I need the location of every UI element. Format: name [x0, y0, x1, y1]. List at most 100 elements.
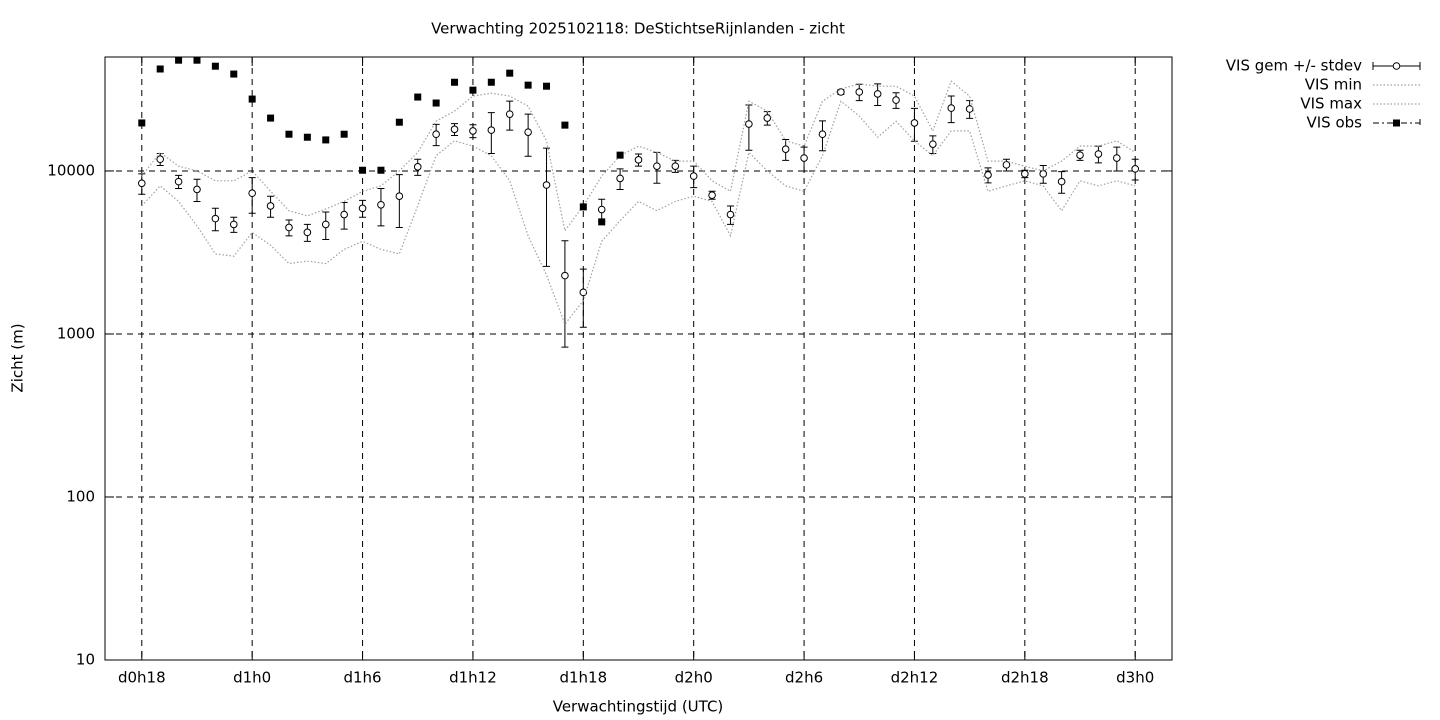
x-tick-label: d0h18	[118, 669, 166, 687]
legend-swatch	[1392, 62, 1401, 70]
data-point	[211, 214, 220, 223]
data-point	[634, 156, 643, 164]
data-point	[671, 162, 680, 170]
data-point	[156, 155, 164, 164]
data-point	[321, 220, 330, 229]
data-point	[138, 119, 146, 127]
data-point	[340, 210, 348, 219]
data-point	[597, 205, 606, 214]
data-point	[377, 200, 385, 209]
data-point	[303, 228, 312, 237]
data-point	[285, 130, 293, 138]
data-point	[432, 99, 440, 107]
data-point	[322, 136, 330, 144]
data-point	[285, 223, 293, 232]
data-point	[543, 82, 551, 90]
data-point	[653, 162, 661, 170]
data-point	[1094, 150, 1103, 158]
y-axis-label: Zicht (m)	[9, 323, 27, 392]
plot-frame	[104, 56, 1173, 661]
data-point	[616, 151, 624, 159]
legend-label: VIS max	[1300, 95, 1362, 113]
legend-label: VIS gem +/- stdev	[1226, 57, 1362, 75]
data-point	[561, 121, 569, 129]
x-tick-label: d2h0	[675, 669, 713, 687]
data-point	[451, 78, 459, 86]
data-point	[193, 56, 201, 64]
data-point	[174, 177, 183, 186]
data-point	[432, 130, 440, 139]
data-point	[211, 62, 219, 70]
data-point	[910, 119, 919, 127]
data-point	[230, 70, 238, 78]
y-tick-label: 100	[66, 487, 95, 505]
y-tick-label: 10	[76, 651, 95, 669]
data-point	[800, 154, 808, 162]
data-point	[1057, 177, 1066, 186]
x-tick-label: d3h0	[1116, 669, 1154, 687]
error-bar	[561, 240, 569, 348]
data-point	[156, 65, 164, 73]
data-point	[266, 202, 275, 210]
data-point	[873, 90, 882, 98]
data-point	[248, 189, 256, 198]
data-point	[303, 133, 311, 141]
data-point	[708, 191, 716, 199]
data-point	[267, 114, 275, 122]
data-point	[726, 210, 735, 219]
data-point	[1113, 154, 1121, 162]
x-tick-label: d1h18	[559, 669, 607, 687]
y-tick-label: 1000	[57, 324, 95, 342]
data-point	[561, 271, 569, 280]
x-tick-label: d2h6	[785, 669, 823, 687]
x-tick-label: d1h6	[343, 669, 381, 687]
data-point	[175, 56, 183, 64]
data-point	[487, 126, 496, 134]
data-point	[413, 163, 422, 171]
data-point	[947, 104, 956, 112]
y-tick-label: 10000	[47, 161, 95, 179]
data-point	[137, 179, 146, 188]
data-point	[763, 114, 772, 122]
data-point	[524, 128, 532, 136]
data-point	[855, 88, 864, 96]
data-point	[1131, 165, 1140, 173]
data-point	[616, 174, 624, 183]
data-point	[248, 95, 256, 103]
data-point	[469, 86, 477, 94]
data-point	[892, 96, 900, 104]
data-point	[395, 192, 404, 200]
data-point	[506, 69, 514, 77]
data-point	[542, 181, 551, 189]
data-point	[377, 166, 385, 174]
chart-title: Verwachting 2025102118: DeStichtseRijnla…	[431, 20, 845, 38]
error-bar	[579, 268, 587, 328]
legend-swatch	[1393, 119, 1400, 127]
x-tick-label: d1h0	[233, 669, 271, 687]
data-point	[745, 120, 753, 128]
data-point	[395, 118, 403, 126]
data-point	[414, 93, 422, 101]
x-tick-label: d1h12	[449, 669, 497, 687]
data-point	[524, 81, 532, 89]
data-point	[1076, 151, 1084, 159]
data-point	[229, 220, 238, 229]
data-point	[487, 78, 495, 86]
data-point	[781, 145, 790, 153]
data-point	[340, 130, 348, 138]
legend-label: VIS obs	[1307, 114, 1363, 132]
data-point	[598, 218, 606, 226]
data-point	[837, 88, 845, 96]
x-axis-label: Verwachtingstijd (UTC)	[553, 698, 724, 716]
data-point	[359, 166, 367, 174]
data-point	[505, 110, 514, 118]
data-point	[358, 204, 367, 213]
data-point	[450, 125, 459, 134]
error-bar	[395, 174, 403, 228]
x-tick-label: d2h18	[1001, 669, 1049, 687]
data-point	[1002, 161, 1011, 169]
data-point	[193, 185, 201, 194]
x-tick-label: d2h12	[891, 669, 939, 687]
